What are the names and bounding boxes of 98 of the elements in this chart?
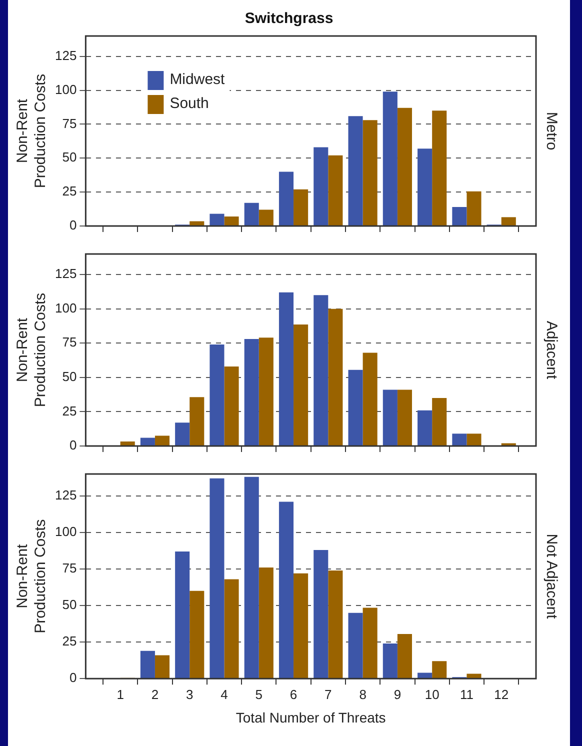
x-tick-label: 7 [324, 686, 332, 702]
y-tick-label: 0 [69, 218, 77, 233]
bar [397, 390, 412, 446]
y-tick-label: 0 [69, 670, 77, 686]
y-tick-label: 50 [62, 597, 77, 612]
y-tick-label: 75 [62, 116, 77, 131]
bar [466, 674, 482, 678]
bar [278, 172, 294, 226]
bar [278, 502, 294, 678]
y-tick-label: 125 [54, 266, 77, 282]
bar [190, 590, 204, 678]
bar [314, 295, 328, 446]
bar [244, 202, 259, 226]
bar [466, 191, 482, 226]
bar [314, 550, 328, 678]
bar [418, 672, 432, 678]
y-tick-label: 50 [62, 150, 77, 165]
bar [244, 476, 259, 678]
bar [210, 214, 224, 226]
bar [258, 568, 274, 678]
x-tick-label: 4 [220, 686, 228, 702]
x-tick-label: 2 [151, 686, 159, 702]
x-tick-label: 3 [186, 686, 194, 702]
bar [175, 551, 190, 678]
y2-axis-title: Metro [542, 112, 560, 150]
bar [328, 570, 343, 678]
bar [140, 438, 155, 446]
bar [348, 116, 363, 226]
x-tick-label: 10 [424, 686, 440, 702]
y-tick-label: 75 [62, 334, 77, 350]
bar [362, 608, 378, 678]
bar [210, 478, 224, 678]
bar [190, 221, 204, 226]
bar [328, 308, 343, 446]
bar [362, 352, 378, 446]
bar [328, 155, 343, 226]
bar [258, 210, 274, 226]
x-tick-label: 6 [290, 686, 298, 702]
bar [224, 216, 239, 226]
x-tick-label: 8 [359, 686, 366, 702]
x-tick-label: 1 [116, 686, 124, 702]
bar [501, 217, 516, 226]
bar [382, 644, 398, 678]
bar [294, 324, 308, 446]
bar [432, 661, 447, 678]
bar [224, 366, 239, 446]
y-tick-label: 75 [62, 560, 77, 576]
y-axis-title: Non-Rent Production Costs [14, 519, 50, 634]
y-tick-label: 100 [54, 300, 77, 316]
bar [382, 92, 398, 226]
y2-axis-title: Adjacent [542, 320, 560, 380]
bar [294, 189, 308, 226]
bar [452, 207, 467, 226]
x-tick-label: 11 [460, 686, 474, 702]
bar [397, 108, 412, 226]
bar [432, 398, 447, 446]
bar [278, 292, 294, 446]
y-axis-title: Non-Rent Production Costs [14, 292, 50, 408]
bar [244, 339, 259, 446]
y-tick-label: 100 [54, 524, 77, 540]
x-tick-label: 9 [394, 686, 402, 702]
bar [397, 634, 412, 678]
bar [140, 650, 155, 678]
y-tick-label: 100 [54, 82, 77, 97]
bar [362, 120, 378, 226]
legend-label: Midwest [170, 71, 226, 88]
y-tick-label: 125 [54, 488, 77, 502]
bar [418, 148, 432, 226]
y-tick-label: 125 [54, 48, 77, 63]
bar [382, 390, 398, 446]
bar [120, 441, 135, 446]
bar [348, 612, 363, 678]
bar [258, 338, 274, 446]
bar [210, 344, 224, 446]
y2-axis-title: Not Adjacent [542, 534, 560, 620]
bar [175, 422, 190, 446]
bar [452, 434, 467, 446]
bar [294, 573, 308, 678]
bar [432, 110, 447, 226]
bar [348, 370, 363, 446]
y-tick-label: 25 [62, 184, 77, 199]
x-tick-label: 12 [494, 686, 509, 702]
bar [314, 147, 328, 226]
bar [154, 436, 170, 446]
y-tick-label: 0 [69, 438, 77, 453]
y-tick-label: 25 [62, 403, 77, 418]
bar [418, 410, 432, 446]
bar [154, 655, 170, 678]
bar [190, 397, 204, 446]
y-tick-label: 25 [62, 634, 77, 649]
y-axis-title: Non-Rent Production Costs [14, 74, 50, 188]
chart-title: Switchgrass [244, 10, 334, 28]
x-axis-title: Total Number of Threats [236, 709, 386, 726]
bar [224, 579, 239, 678]
bar [466, 434, 482, 446]
x-tick-label: 5 [255, 686, 263, 702]
y-tick-label: 50 [62, 369, 77, 384]
legend-label: South [170, 95, 209, 112]
